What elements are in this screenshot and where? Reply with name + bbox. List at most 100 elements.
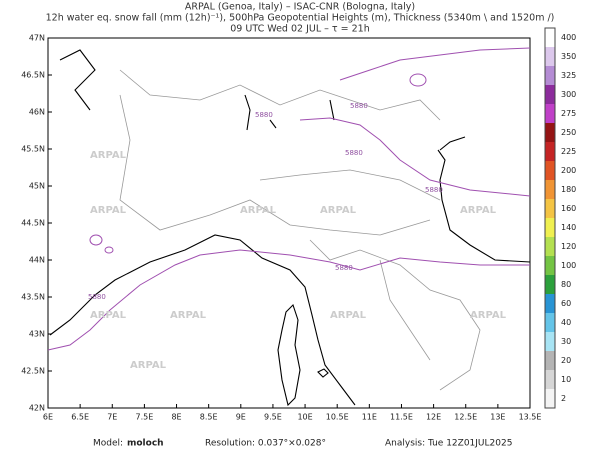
colorbar-label: 300 xyxy=(561,90,576,99)
colorbar-label: 225 xyxy=(561,147,576,156)
colorbar-swatch xyxy=(545,123,555,142)
x-tick-label: 8.5E xyxy=(200,413,218,422)
colorbar-label: 350 xyxy=(561,52,576,61)
x-tick-label: 6E xyxy=(43,413,53,422)
header-line: ARPAL (Genoa, Italy) – ISAC-CNR (Bologna… xyxy=(185,2,415,13)
x-tick-label: 7.5E xyxy=(136,413,154,422)
contour-label: 5880 xyxy=(88,293,106,301)
colorbar-swatch xyxy=(545,275,555,294)
colorbar-swatch xyxy=(545,351,555,370)
x-tick-label: 12E xyxy=(426,413,441,422)
colorbar-swatch xyxy=(545,66,555,85)
watermark: ARPAL xyxy=(320,205,357,216)
colorbar-swatch xyxy=(545,28,555,47)
watermark: ARPAL xyxy=(170,310,207,321)
colorbar-label: 30 xyxy=(561,337,571,346)
coastline xyxy=(437,149,531,263)
footer-resolution: Resolution: 0.037°×0.028° xyxy=(205,439,326,449)
x-tick-label: 9.5E xyxy=(264,413,282,422)
colorbar-label: 160 xyxy=(561,204,576,213)
colorbar-swatch xyxy=(545,370,555,389)
footer-label: Model: xyxy=(93,439,123,449)
colorbar-label: 140 xyxy=(561,223,576,232)
height-contour xyxy=(299,117,531,197)
footer-analysis: Analysis: Tue 12Z01JUL2025 xyxy=(385,439,512,449)
height-contour xyxy=(47,249,530,351)
watermark: ARPAL xyxy=(90,150,127,161)
contour-label: 5880 xyxy=(335,264,353,272)
colorbar-swatch xyxy=(545,237,555,256)
y-tick-label: 47N xyxy=(29,34,45,43)
x-tick-label: 11E xyxy=(362,413,377,422)
watermark: ARPAL xyxy=(90,205,127,216)
watermark: ARPAL xyxy=(90,310,127,321)
contour-label: 5880 xyxy=(345,149,363,157)
height-contour xyxy=(89,47,531,254)
colorbar-swatch xyxy=(545,85,555,104)
colorbar-swatch xyxy=(545,161,555,180)
colorbar-label: 10 xyxy=(561,375,571,384)
contour-label: 5880 xyxy=(425,186,443,194)
colorbar-label: 40 xyxy=(561,318,571,327)
colorbar-swatch xyxy=(545,218,555,237)
x-tick-label: 12.5E xyxy=(454,413,477,422)
colorbar-label: 2 xyxy=(561,394,566,403)
colorbar-swatch xyxy=(545,256,555,275)
colorbar-label: 20 xyxy=(561,356,571,365)
colorbar-label: 275 xyxy=(561,109,576,118)
watermark: ARPAL xyxy=(460,205,497,216)
colorbar-label: 400 xyxy=(561,33,576,42)
y-tick-label: 46N xyxy=(29,108,45,117)
colorbar-label: 80 xyxy=(561,280,571,289)
colorbar-label: 60 xyxy=(561,299,571,308)
colorbar-swatch xyxy=(545,47,555,66)
y-tick-label: 44N xyxy=(29,256,45,265)
watermark: ARPAL xyxy=(130,360,167,371)
y-tick-label: 42.5N xyxy=(21,367,45,376)
header-line: 09 UTC Wed 02 JUL – τ = 21h xyxy=(230,24,369,35)
colorbar-label: 120 xyxy=(561,242,576,251)
watermark: ARPAL xyxy=(240,205,277,216)
colorbar-swatch xyxy=(545,313,555,332)
colorbar-swatch xyxy=(545,389,555,408)
colorbar-label: 180 xyxy=(561,185,576,194)
watermark: ARPAL xyxy=(330,310,367,321)
x-tick-label: 13.5E xyxy=(519,413,542,422)
contour-label: 5880 xyxy=(255,111,273,119)
colorbar-label: 325 xyxy=(561,71,576,80)
y-tick-label: 42N xyxy=(29,404,45,413)
y-tick-label: 43N xyxy=(29,330,45,339)
x-tick-label: 6.5E xyxy=(71,413,89,422)
footer-model: moloch xyxy=(127,439,164,449)
island xyxy=(277,303,301,407)
colorbar-swatch xyxy=(545,142,555,161)
map-frame xyxy=(47,37,531,409)
x-tick-label: 8E xyxy=(171,413,181,422)
colorbar-swatch xyxy=(545,199,555,218)
x-tick-label: 13E xyxy=(490,413,505,422)
coastline xyxy=(49,234,356,406)
region-border xyxy=(119,69,481,391)
colorbar-label: 100 xyxy=(561,261,576,270)
x-tick-label: 9E xyxy=(236,413,246,422)
colorbar-label: 250 xyxy=(561,128,576,137)
x-tick-label: 10.5E xyxy=(326,413,349,422)
colorbar-swatch xyxy=(545,104,555,123)
colorbar-swatch xyxy=(545,332,555,351)
colorbar-frame xyxy=(544,27,556,409)
y-tick-label: 45.5N xyxy=(21,145,45,154)
y-tick-label: 44.5N xyxy=(21,219,45,228)
watermark: ARPAL xyxy=(470,310,507,321)
y-tick-label: 46.5N xyxy=(21,71,45,80)
colorbar-swatch xyxy=(545,180,555,199)
x-tick-label: 7E xyxy=(107,413,117,422)
y-tick-label: 43.5N xyxy=(21,293,45,302)
contour-label: 5880 xyxy=(350,102,368,110)
colorbar-swatch xyxy=(545,294,555,313)
colorbar-label: 200 xyxy=(561,166,576,175)
map: 5880 5880 5880 5880 5880 5880 xyxy=(47,37,531,409)
x-tick-label: 10E xyxy=(297,413,312,422)
header-line: 12h water eq. snow fall (mm (12h)⁻¹), 50… xyxy=(46,13,555,24)
y-tick-label: 45N xyxy=(29,182,45,191)
